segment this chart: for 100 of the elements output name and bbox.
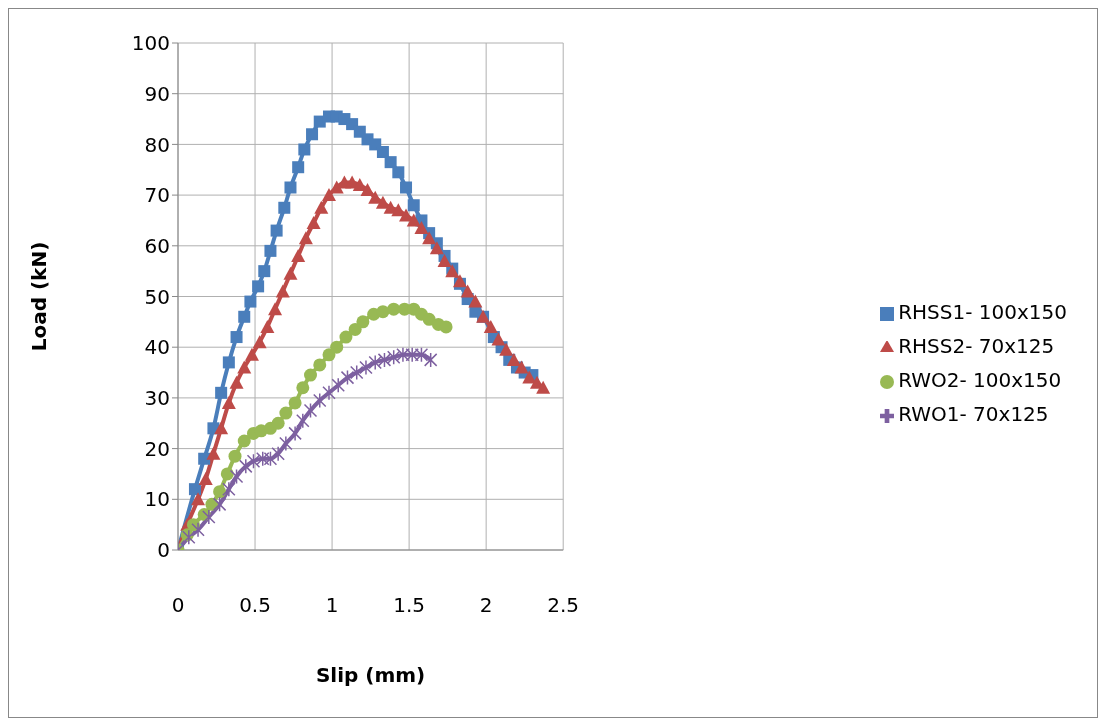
point xyxy=(215,386,228,399)
y-tick-label: 80 xyxy=(144,132,170,157)
point xyxy=(339,330,353,344)
point xyxy=(288,396,302,410)
point xyxy=(188,483,201,496)
y-tick-label: 70 xyxy=(144,183,170,208)
point xyxy=(182,529,196,546)
point xyxy=(263,450,278,467)
point xyxy=(360,183,375,197)
point xyxy=(284,181,297,194)
point xyxy=(220,467,234,481)
point xyxy=(270,224,283,237)
point xyxy=(244,295,257,308)
legend-label: RWO1- 70x125 xyxy=(898,402,1049,426)
point xyxy=(252,335,267,349)
point xyxy=(255,450,270,467)
point xyxy=(296,412,310,429)
point xyxy=(213,485,227,499)
point xyxy=(387,302,401,316)
point xyxy=(348,322,362,336)
y-tick-label: 0 xyxy=(157,538,170,563)
point xyxy=(406,213,421,227)
y-tick-label: 20 xyxy=(144,436,170,461)
point xyxy=(405,347,419,363)
point xyxy=(222,481,236,497)
y-tick-label: 50 xyxy=(144,284,170,309)
point xyxy=(340,369,355,386)
point xyxy=(288,425,302,442)
legend-label: RWO2- 100x150 xyxy=(898,368,1062,392)
point xyxy=(246,453,261,470)
point xyxy=(191,492,206,506)
y-tick-label: 10 xyxy=(144,487,170,512)
point xyxy=(330,340,344,354)
point xyxy=(237,434,251,448)
point xyxy=(359,359,373,376)
point xyxy=(306,128,319,141)
point xyxy=(264,244,277,257)
point xyxy=(506,352,521,366)
point xyxy=(279,435,293,452)
point xyxy=(429,241,444,255)
point xyxy=(283,266,298,280)
y-tick-label: 60 xyxy=(144,233,170,258)
point xyxy=(321,188,336,202)
point xyxy=(499,342,514,356)
point xyxy=(376,305,390,319)
point xyxy=(392,166,405,179)
point xyxy=(396,347,410,363)
point xyxy=(468,294,483,308)
point xyxy=(298,231,313,245)
point xyxy=(437,254,452,268)
point xyxy=(298,143,311,156)
point xyxy=(202,509,216,525)
point xyxy=(206,446,221,460)
point xyxy=(278,201,291,214)
point xyxy=(260,319,275,333)
point xyxy=(304,368,317,382)
point xyxy=(368,354,382,371)
point xyxy=(238,310,251,323)
point xyxy=(384,156,397,169)
point xyxy=(375,195,390,209)
point xyxy=(191,521,205,538)
point xyxy=(292,161,305,174)
point xyxy=(414,221,429,235)
point xyxy=(376,146,389,159)
point xyxy=(222,356,235,369)
y-tick-label: 100 xyxy=(131,31,170,56)
x-tick-label: 1.5 xyxy=(393,593,426,618)
point xyxy=(400,181,413,194)
x-tick-label: 2 xyxy=(479,593,493,618)
point xyxy=(377,352,392,368)
point xyxy=(244,347,259,361)
point xyxy=(198,452,211,465)
point xyxy=(306,215,321,229)
point xyxy=(229,375,244,389)
legend-label: RHSS1- 100x150 xyxy=(898,300,1067,324)
point xyxy=(313,358,327,372)
x-axis-title: Slip (mm) xyxy=(315,663,426,687)
y-tick-label: 40 xyxy=(144,335,170,360)
point xyxy=(221,395,236,409)
point xyxy=(258,265,271,278)
point xyxy=(239,458,253,475)
point xyxy=(460,284,475,298)
point xyxy=(214,421,229,435)
point xyxy=(314,200,329,214)
point xyxy=(296,381,310,395)
point xyxy=(356,315,370,329)
x-tick-label: 0.5 xyxy=(239,593,271,618)
point xyxy=(198,472,213,486)
point xyxy=(271,445,285,462)
point xyxy=(230,331,243,344)
point xyxy=(279,406,293,420)
point xyxy=(229,468,244,485)
point xyxy=(386,349,401,366)
point xyxy=(271,416,285,430)
point xyxy=(536,380,551,394)
point xyxy=(491,332,506,346)
point xyxy=(228,449,242,463)
point xyxy=(423,352,438,368)
point xyxy=(252,280,265,293)
point xyxy=(414,347,429,363)
